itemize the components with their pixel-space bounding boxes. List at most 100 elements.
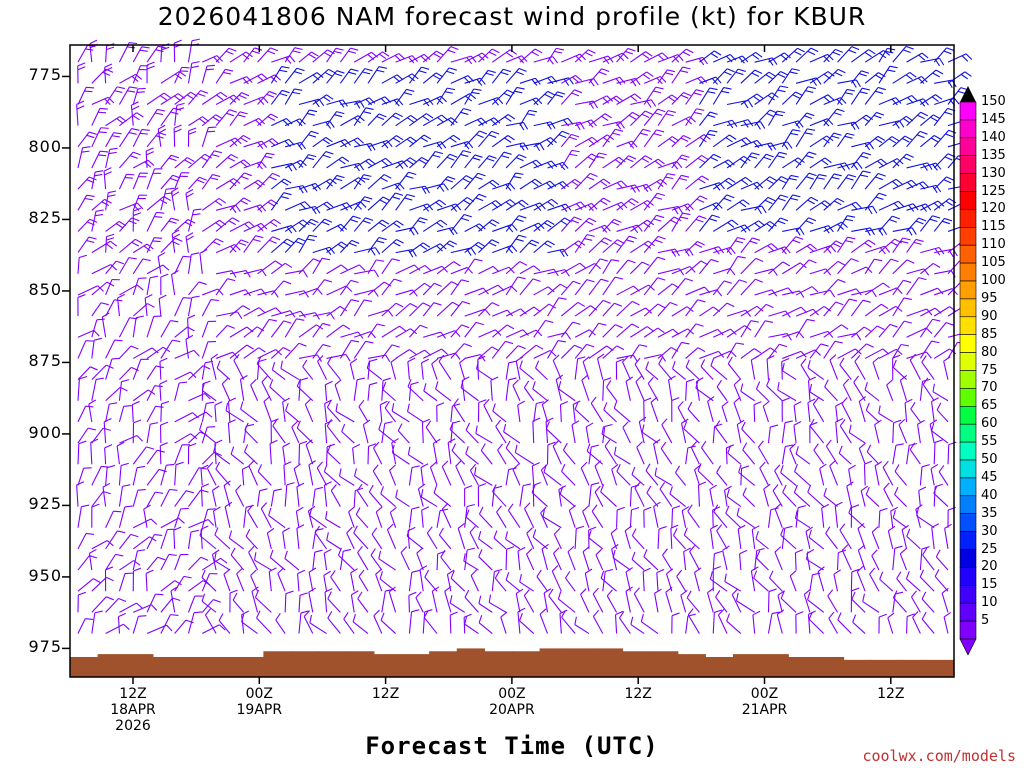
wind-barb-feather bbox=[215, 461, 221, 470]
wind-barb-feather bbox=[909, 353, 917, 361]
wind-barb-staff bbox=[284, 557, 300, 571]
wind-barb-staff bbox=[119, 435, 138, 444]
wind-barb-feather bbox=[653, 90, 662, 94]
wind-barb-staff bbox=[694, 572, 700, 592]
wind-barb-staff bbox=[171, 233, 176, 253]
wind-barb-feather bbox=[934, 569, 940, 577]
wind-barb-feather bbox=[588, 217, 597, 223]
wind-barb-staff bbox=[204, 614, 217, 634]
wind-barb-staff bbox=[766, 358, 770, 380]
wind-barb-staff bbox=[354, 331, 371, 338]
wind-barb-staff bbox=[689, 551, 700, 571]
wind-barb-staff bbox=[823, 197, 838, 211]
wind-barb-staff bbox=[612, 557, 631, 571]
credit-text[interactable]: coolwx.com/models bbox=[862, 747, 1016, 765]
wind-barb-feather bbox=[738, 56, 745, 64]
colorbar-label: 45 bbox=[981, 469, 998, 485]
wind-barb-feather bbox=[478, 506, 484, 515]
wind-barb-staff bbox=[271, 55, 291, 63]
wind-barb-staff bbox=[756, 557, 769, 571]
wind-barb-staff bbox=[616, 48, 629, 63]
wind-barb-staff bbox=[338, 554, 355, 571]
wind-barb-feather bbox=[679, 157, 688, 161]
wind-barb-feather bbox=[944, 111, 953, 116]
wind-barb-staff bbox=[187, 318, 190, 338]
wind-barb-staff bbox=[367, 237, 380, 253]
wind-barb-staff bbox=[588, 300, 604, 317]
wind-barb-staff bbox=[339, 47, 351, 63]
wind-barb-feather bbox=[406, 528, 411, 537]
terrain-segment bbox=[235, 656, 264, 677]
wind-barb-staff bbox=[540, 512, 549, 528]
wind-barb-feather bbox=[616, 345, 625, 351]
wind-barb-staff bbox=[201, 577, 217, 592]
wind-barb-feather bbox=[365, 340, 374, 344]
wind-barb-staff bbox=[77, 340, 87, 359]
wind-barb-feather bbox=[206, 64, 216, 67]
wind-barb-feather bbox=[511, 245, 518, 252]
wind-barb-staff bbox=[837, 619, 852, 634]
wind-barb-feather bbox=[886, 379, 893, 386]
wind-barb-feather bbox=[839, 523, 846, 531]
wind-barb-staff bbox=[303, 616, 314, 634]
wind-barb-staff bbox=[451, 450, 466, 465]
wind-barb-feather bbox=[397, 423, 403, 432]
wind-barb-staff bbox=[736, 600, 755, 613]
wind-barb-feather bbox=[837, 68, 846, 74]
wind-barb-feather bbox=[160, 421, 169, 426]
wind-barb-staff bbox=[685, 108, 697, 126]
wind-barb-staff bbox=[622, 427, 631, 444]
wind-barb-feather bbox=[844, 218, 853, 222]
wind-barb-staff bbox=[547, 283, 561, 296]
wind-barb-staff bbox=[809, 391, 825, 402]
wind-barb-feather bbox=[492, 179, 500, 186]
wind-barb-feather bbox=[212, 241, 221, 246]
wind-barb-feather bbox=[631, 506, 640, 511]
wind-barb-feather bbox=[722, 545, 730, 551]
wind-barb-feather bbox=[281, 89, 290, 94]
wind-barb-staff bbox=[312, 246, 330, 254]
wind-barb-feather bbox=[745, 176, 753, 183]
wind-barb-feather bbox=[373, 441, 380, 449]
wind-barb-feather bbox=[862, 87, 871, 91]
wind-barb-feather bbox=[693, 92, 702, 96]
colorbar-swatch bbox=[959, 244, 977, 264]
wind-barb-feather bbox=[518, 613, 523, 621]
wind-barb-feather bbox=[869, 567, 876, 575]
wind-barb-staff bbox=[201, 219, 220, 232]
wind-barb-feather bbox=[832, 242, 841, 248]
wind-barb-feather bbox=[858, 396, 866, 402]
wind-barb-feather bbox=[596, 155, 605, 159]
wind-barb-feather bbox=[865, 402, 870, 411]
wind-barb-feather bbox=[158, 128, 167, 134]
wind-barb-feather bbox=[767, 94, 775, 101]
wind-barb-feather bbox=[447, 569, 455, 575]
wind-barb-staff bbox=[298, 287, 318, 296]
wind-barb-staff bbox=[713, 268, 731, 275]
wind-barb-staff bbox=[731, 594, 742, 613]
wind-barb-staff bbox=[160, 403, 162, 422]
wind-barb-staff bbox=[229, 221, 250, 232]
wind-barb-staff bbox=[839, 425, 852, 444]
wind-barb-staff bbox=[625, 591, 631, 613]
wind-barb-feather bbox=[446, 156, 455, 161]
wind-barb-feather bbox=[845, 240, 854, 243]
wind-barb-feather bbox=[192, 213, 201, 216]
wind-barb-feather bbox=[268, 90, 277, 95]
wind-barb-staff bbox=[878, 48, 888, 63]
wind-barb-feather bbox=[904, 320, 913, 324]
wind-barb-staff bbox=[105, 149, 111, 169]
wind-barb-staff bbox=[388, 591, 397, 613]
wind-barb-feather bbox=[559, 486, 564, 495]
wind-barb-staff bbox=[751, 529, 756, 549]
wind-barb-staff bbox=[91, 68, 107, 84]
wind-barb-staff bbox=[753, 404, 756, 422]
wind-barb-feather bbox=[485, 72, 494, 76]
wind-barb-staff bbox=[800, 364, 811, 380]
wind-barb-feather bbox=[960, 73, 969, 80]
wind-barb-feather bbox=[374, 247, 381, 255]
wind-barb-feather bbox=[512, 463, 520, 470]
wind-barb-staff bbox=[611, 548, 618, 571]
wind-barb-staff bbox=[478, 117, 495, 127]
wind-barb-feather bbox=[304, 398, 312, 405]
